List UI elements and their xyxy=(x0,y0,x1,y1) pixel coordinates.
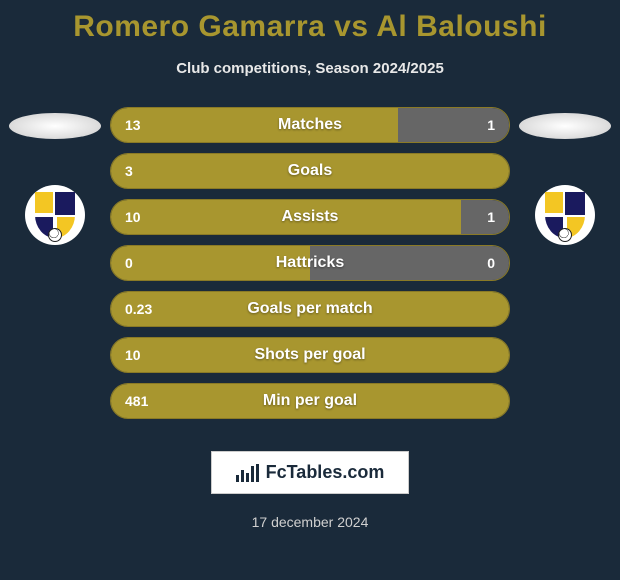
stat-left-value: 13 xyxy=(111,108,398,142)
date-text: 17 december 2024 xyxy=(252,514,369,530)
stat-row: 131Matches xyxy=(110,107,510,143)
stat-row: 101Assists xyxy=(110,199,510,235)
title-player2: Al Baloushi xyxy=(376,10,547,43)
player1-club-crest xyxy=(25,185,85,245)
brand-badge: FcTables.com xyxy=(211,451,410,494)
player2-photo-placeholder xyxy=(519,113,611,139)
subtitle: Club competitions, Season 2024/2025 xyxy=(0,60,620,77)
stat-row: 00Hattricks xyxy=(110,245,510,281)
brand-text: FcTables.com xyxy=(266,462,385,483)
player1-badge-column xyxy=(0,107,110,245)
shield-icon xyxy=(35,192,75,238)
stat-right-value: 1 xyxy=(461,200,509,234)
stat-row: 0.23Goals per match xyxy=(110,291,510,327)
stat-right-value: 1 xyxy=(398,108,509,142)
footer: FcTables.com 17 december 2024 xyxy=(0,451,620,530)
stat-row: 481Min per goal xyxy=(110,383,510,419)
stat-left-value: 0 xyxy=(111,246,310,280)
player1-photo-placeholder xyxy=(9,113,101,139)
title-player1: Romero Gamarra xyxy=(73,10,325,43)
stat-left-value: 10 xyxy=(111,200,461,234)
stat-left-value: 481 xyxy=(111,384,509,418)
page-title: Romero Gamarra vs Al Baloushi xyxy=(0,0,620,44)
stat-left-value: 3 xyxy=(111,154,509,188)
stat-row: 3Goals xyxy=(110,153,510,189)
stat-right-value: 0 xyxy=(310,246,509,280)
shield-icon xyxy=(545,192,585,238)
comparison-content: 131Matches 3Goals 101Assists 00Hattricks 0.2… xyxy=(0,107,620,427)
stat-bars: 131Matches 3Goals 101Assists 00Hattricks 0.2… xyxy=(110,107,510,429)
player2-club-crest xyxy=(535,185,595,245)
title-vs: vs xyxy=(334,10,368,43)
stat-row: 10Shots per goal xyxy=(110,337,510,373)
player2-badge-column xyxy=(510,107,620,245)
bar-chart-icon xyxy=(236,464,258,482)
stat-left-value: 0.23 xyxy=(111,292,509,326)
stat-left-value: 10 xyxy=(111,338,509,372)
